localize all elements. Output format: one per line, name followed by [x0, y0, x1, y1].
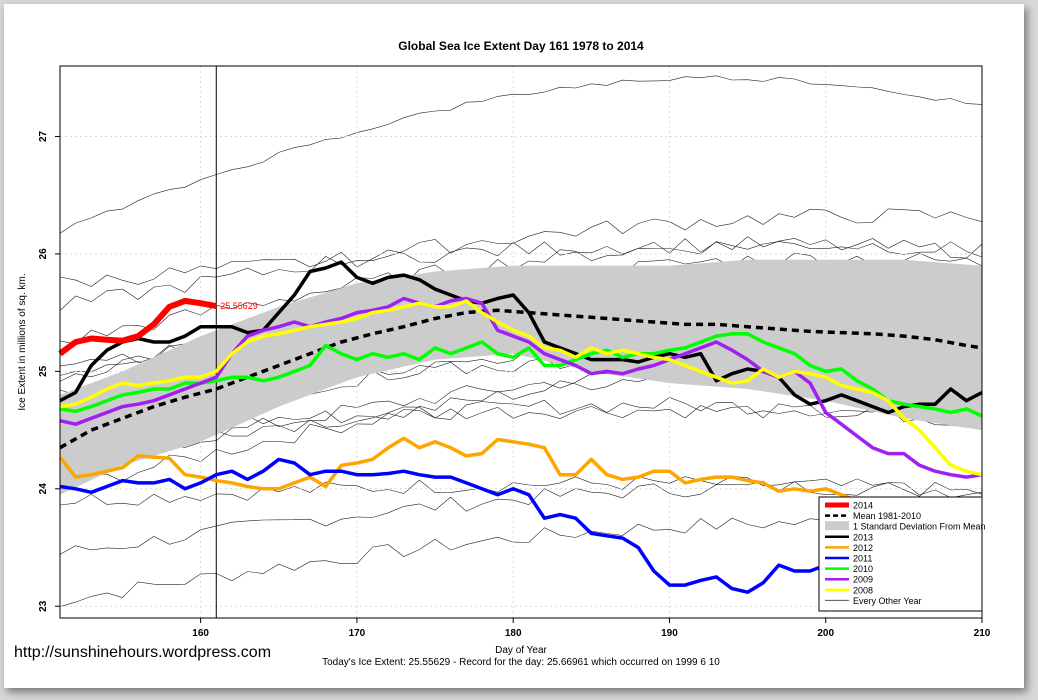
year-line: [59, 480, 983, 555]
x-axis-label: Day of Year: [495, 645, 547, 656]
x-tick-label: 200: [817, 628, 834, 639]
y-axis-label: Ice Extent in millions of sq. km.: [17, 273, 28, 410]
sea-ice-chart: 25.55629 Global Sea Ice Extent Day 161 1…: [17, 39, 991, 668]
y-tick-label: 25: [38, 365, 49, 377]
x-tick-label: 160: [192, 628, 209, 639]
y-tick-label: 24: [38, 483, 49, 495]
legend-label: 2014: [853, 501, 873, 511]
y-tick-label: 27: [38, 130, 49, 142]
current-value-label: 25.55629: [220, 301, 258, 311]
legend-label: 2012: [853, 543, 873, 553]
chart-subtitle: Today's Ice Extent: 25.55629 - Record fo…: [322, 657, 720, 668]
series-2012: [58, 436, 982, 524]
series-2014: [58, 297, 217, 357]
series-2009: [59, 296, 983, 479]
legend-label: 2010: [853, 564, 873, 574]
y-tick-label: 23: [38, 600, 49, 612]
year-line: [59, 236, 983, 287]
legend-label: 2009: [853, 575, 873, 585]
legend-label: Every Other Year: [853, 596, 922, 606]
year-line: [59, 75, 983, 234]
chart-title: Global Sea Ice Extent Day 161 1978 to 20…: [398, 39, 644, 53]
watermark-url: http://sunshinehours.wordpress.com: [14, 644, 272, 661]
x-tick-label: 170: [349, 628, 366, 639]
legend-swatch: [825, 521, 849, 531]
chart-paper: 25.55629 Global Sea Ice Extent Day 161 1…: [4, 4, 1024, 688]
year-line: [59, 475, 983, 506]
series-2013: [59, 260, 983, 415]
legend-label: 2011: [853, 554, 872, 564]
x-tick-label: 210: [974, 628, 991, 639]
series-2010: [59, 332, 983, 418]
plot-area-frame: [59, 65, 983, 619]
x-tick-label: 180: [505, 628, 522, 639]
std-dev-band: [60, 259, 982, 495]
year-line: [59, 208, 983, 311]
legend-box: [818, 496, 983, 612]
legend-label: 2008: [853, 585, 873, 595]
x-tick-label: 190: [661, 628, 678, 639]
axes: 160 170 180 190 200 210 23 24 25 26 27: [38, 130, 991, 639]
series-2008: [59, 299, 983, 477]
legend-label: 2013: [853, 532, 873, 542]
legend-label: Mean 1981-2010: [853, 511, 921, 521]
legend-label: 1 Standard Deviation From Mean: [853, 522, 986, 532]
y-tick-label: 26: [38, 248, 49, 260]
